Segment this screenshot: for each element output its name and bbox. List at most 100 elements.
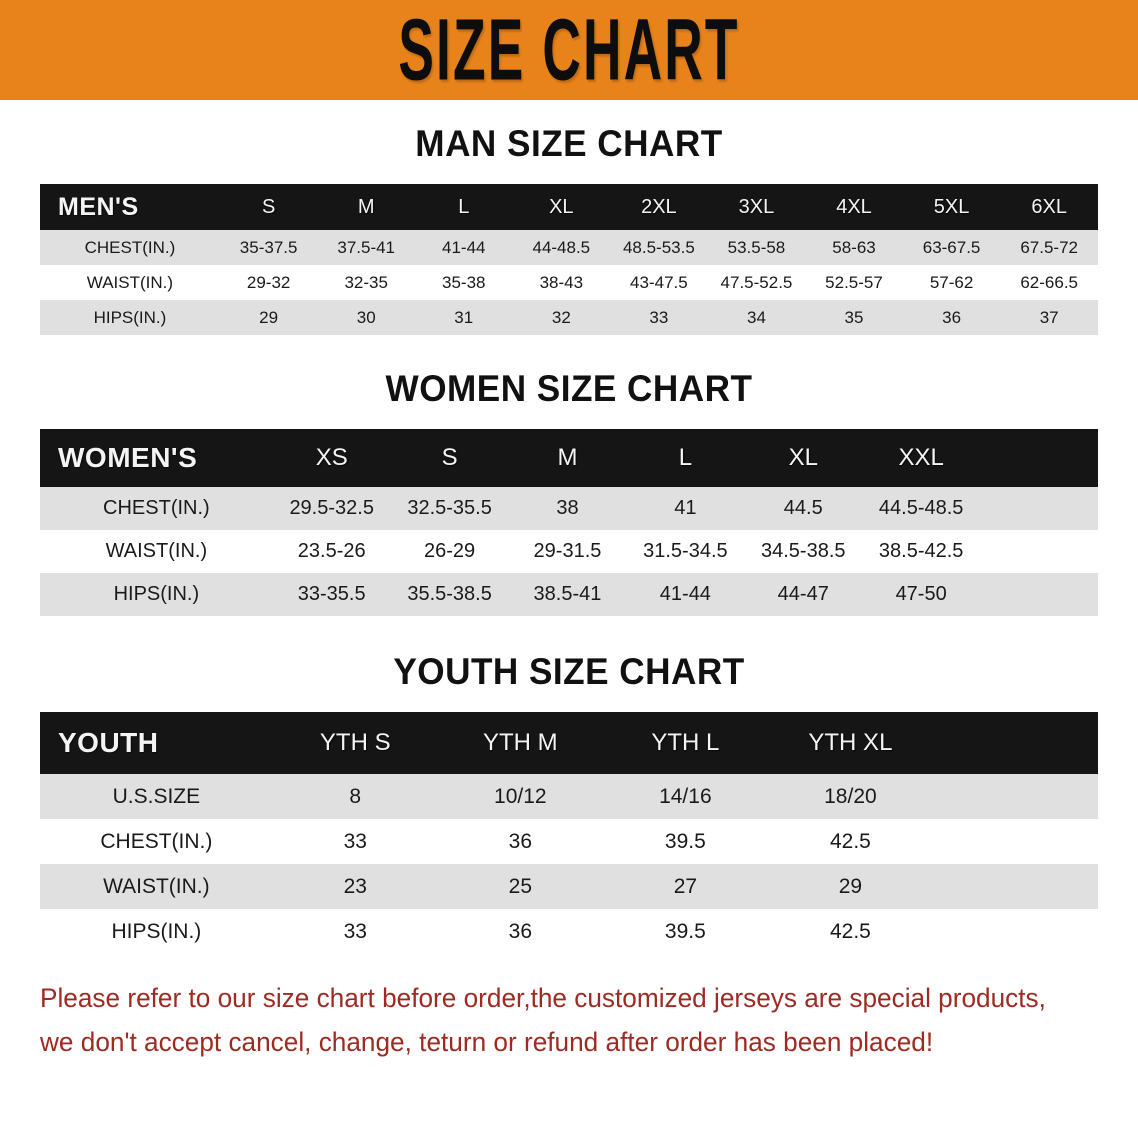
- youth-cell: 42.5: [829, 919, 871, 943]
- man-cell: 47.5-52.5: [720, 272, 793, 292]
- youth-table-header: YOUTH YTH S YTH M YTH L YTH XL: [40, 712, 1098, 774]
- youth-cell: 27: [673, 874, 698, 898]
- women-cell-empty: [980, 530, 1098, 573]
- man-cell: 33: [649, 307, 669, 327]
- table-row: HIPS(IN.) 29 30 31 32 33 34 35 36 37: [40, 300, 1098, 335]
- man-table-body: CHEST(IN.) 35-37.5 37.5-41 41-44 44-48.5 48.5…: [40, 230, 1098, 335]
- women-column-header: XL: [788, 444, 818, 471]
- women-cell: 38: [556, 497, 579, 519]
- women-column-header: L: [678, 444, 693, 471]
- order-policy-note-line-1: Please refer to our size chart before or…: [40, 983, 1046, 1013]
- man-cell: 67.5-72: [1020, 237, 1079, 257]
- man-cell: 43-47.5: [630, 272, 688, 292]
- youth-column-header: YTH L: [651, 729, 720, 756]
- man-cell: 52.5-57: [825, 272, 883, 292]
- women-column-header: XS: [315, 444, 348, 471]
- man-section-title: MAN SIZE CHART: [415, 123, 723, 164]
- man-table-header: MEN'S S M L XL 2XL 3XL 4XL 5XL 6XL: [40, 184, 1098, 230]
- youth-cell: 36: [508, 829, 532, 853]
- table-row: U.S.SIZE 8 10/12 14/16 18/20: [40, 774, 1098, 819]
- man-cell: 35-38: [442, 272, 486, 292]
- women-cell: 29-31.5: [533, 540, 602, 562]
- youth-row-label: WAIST(IN.): [103, 874, 210, 898]
- man-cell: 63-67.5: [922, 237, 981, 257]
- women-cell: 47-50: [895, 583, 947, 605]
- youth-cell-empty: [933, 909, 1098, 954]
- women-cell: 38.5-41: [533, 583, 602, 605]
- man-cell: 34: [746, 307, 766, 327]
- youth-cell: 18/20: [824, 784, 877, 808]
- women-table-body: CHEST(IN.) 29.5-32.5 32.5-35.5 38 41 44.5 44.5…: [40, 487, 1098, 616]
- women-cell: 38.5-42.5: [878, 540, 964, 562]
- women-row-label: HIPS(IN.): [113, 583, 200, 605]
- table-row: WAIST(IN.) 23 25 27 29: [40, 864, 1098, 909]
- women-column-header: S: [441, 444, 458, 471]
- women-cell: 29.5-32.5: [289, 497, 374, 519]
- man-corner-label: MEN'S: [58, 192, 139, 221]
- youth-section-title: YOUTH SIZE CHART: [393, 651, 745, 692]
- man-cell: 35: [844, 307, 864, 327]
- table-row: WAIST(IN.) 23.5-26 26-29 29-31.5 31.5-34.5 34…: [40, 530, 1098, 573]
- women-cell: 26-29: [424, 540, 476, 562]
- women-cell: 44.5-48.5: [878, 497, 964, 519]
- table-row: HIPS(IN.) 33-35.5 35.5-38.5 38.5-41 41-44 44-…: [40, 573, 1098, 616]
- man-cell: 29-32: [246, 272, 291, 292]
- man-column-header: 3XL: [738, 195, 775, 218]
- women-cell: 32.5-35.5: [407, 497, 492, 519]
- man-cell: 53.5-58: [727, 237, 786, 257]
- man-cell: 57-62: [929, 272, 974, 292]
- youth-cell: 39.5: [664, 829, 706, 853]
- man-column-header: S: [261, 195, 276, 218]
- man-cell: 31: [454, 307, 474, 327]
- women-cell-empty: [980, 573, 1098, 616]
- table-header-row: MEN'S S M L XL 2XL 3XL 4XL 5XL 6XL: [40, 184, 1098, 230]
- youth-cell-empty: [933, 774, 1098, 819]
- man-column-header: 6XL: [1031, 195, 1067, 218]
- banner-title: SIZE CHART: [398, 0, 740, 99]
- table-row: CHEST(IN.) 33 36 39.5 42.5: [40, 819, 1098, 864]
- youth-cell-empty: [933, 819, 1098, 864]
- youth-column-header: YTH XL: [808, 729, 893, 756]
- man-cell: 37: [1039, 307, 1059, 327]
- man-cell: 36: [942, 307, 962, 327]
- youth-row-label: U.S.SIZE: [112, 784, 201, 808]
- women-section-title: WOMEN SIZE CHART: [385, 368, 753, 409]
- women-table-header: WOMEN'S XS S M L XL XXL: [40, 429, 1098, 487]
- man-cell: 29: [259, 307, 279, 327]
- youth-cell: 39.5: [664, 919, 706, 943]
- man-size-table: MEN'S S M L XL 2XL 3XL 4XL 5XL 6XL CHEST(IN.) 35-3…: [40, 184, 1098, 335]
- women-cell: 41-44: [659, 583, 711, 605]
- youth-cell: 25: [508, 874, 532, 898]
- youth-row-label: CHEST(IN.): [100, 829, 213, 853]
- man-column-header: XL: [549, 195, 574, 218]
- man-cell: 35-37.5: [239, 237, 298, 257]
- youth-cell: 42.5: [829, 829, 871, 853]
- youth-column-header: YTH S: [319, 729, 391, 756]
- youth-column-header: YTH M: [482, 729, 558, 756]
- youth-table-body: U.S.SIZE 8 10/12 14/16 18/20 CHEST(IN.) 33 36 39…: [40, 774, 1098, 954]
- order-policy-note-line-2: we don't accept cancel, change, teturn o…: [40, 1027, 934, 1057]
- man-column-header: 2XL: [641, 195, 677, 218]
- man-column-header: 5XL: [933, 195, 970, 218]
- man-cell: 32-35: [344, 272, 388, 292]
- youth-column-header-empty: [933, 712, 1098, 774]
- women-cell: 41: [674, 497, 697, 519]
- women-cell: 31.5-34.5: [643, 540, 728, 562]
- man-column-header: 4XL: [836, 195, 872, 218]
- man-cell: 30: [356, 307, 376, 327]
- youth-cell: 33: [343, 919, 367, 943]
- youth-cell: 29: [838, 874, 863, 898]
- women-row-label: WAIST(IN.): [105, 540, 208, 562]
- women-cell: 33-35.5: [297, 583, 366, 605]
- women-cell: 44.5: [783, 497, 823, 519]
- women-row-label: CHEST(IN.): [103, 497, 210, 519]
- women-column-header-empty: [980, 429, 1098, 487]
- table-row: CHEST(IN.) 29.5-32.5 32.5-35.5 38 41 44.5 44.5…: [40, 487, 1098, 530]
- women-size-table: WOMEN'S XS S M L XL XXL CHEST(IN.) 29.5-32.5 32.…: [40, 429, 1098, 616]
- table-row: CHEST(IN.) 35-37.5 37.5-41 41-44 44-48.5 48.5…: [40, 230, 1098, 265]
- man-cell: 48.5-53.5: [622, 237, 695, 257]
- man-cell: 62-66.5: [1020, 272, 1079, 292]
- man-column-header: M: [357, 195, 375, 218]
- youth-corner-label: YOUTH: [58, 727, 159, 758]
